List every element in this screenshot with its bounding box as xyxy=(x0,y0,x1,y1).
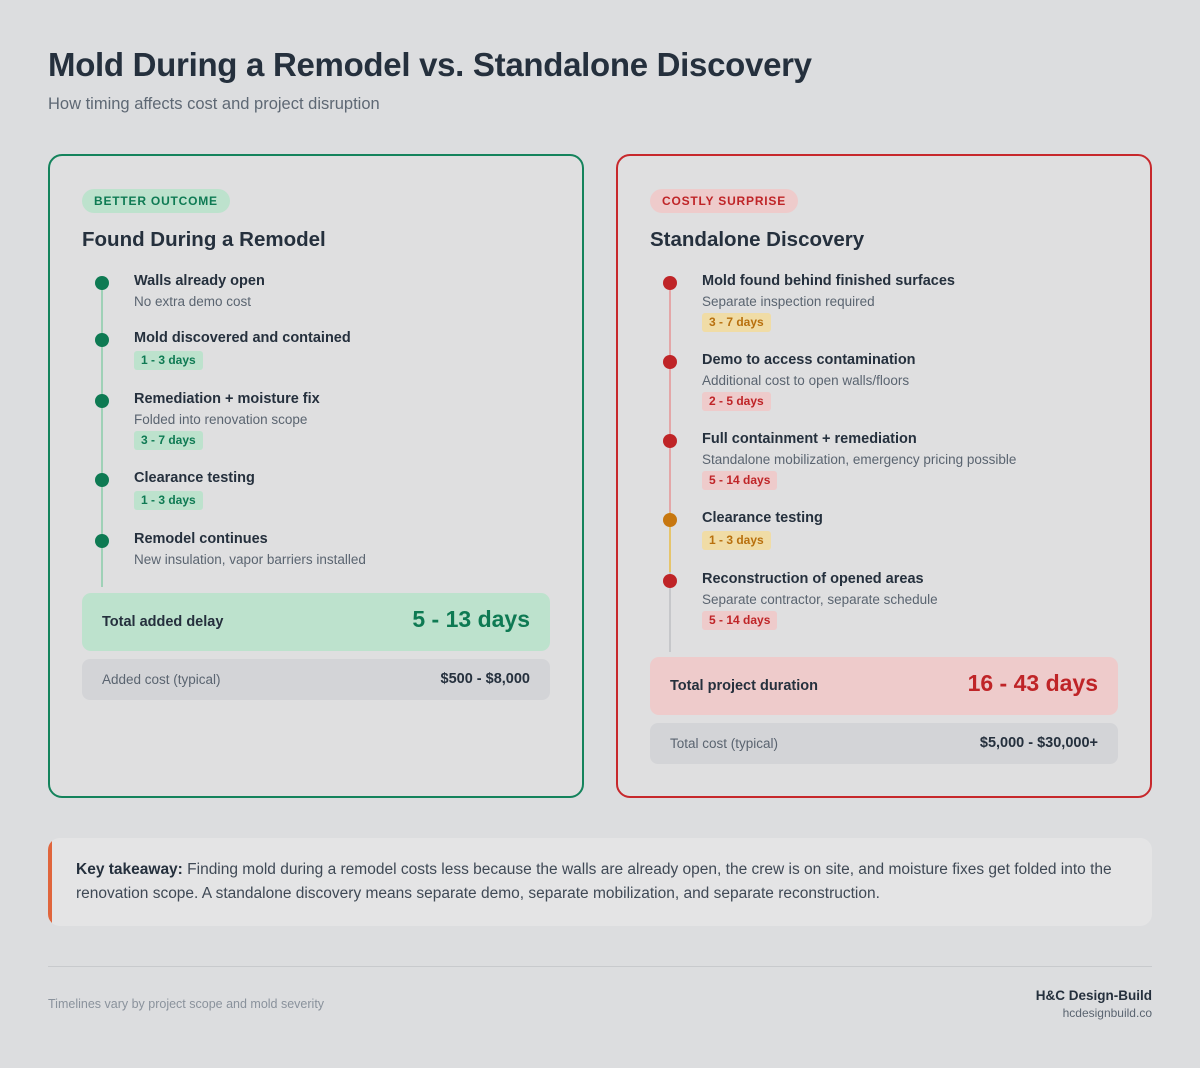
footer-note: Timelines vary by project scope and mold… xyxy=(48,997,325,1011)
standalone-card-title: Standalone Discovery xyxy=(650,228,865,251)
step-dot-icon xyxy=(663,434,677,448)
step-description: No extra demo cost xyxy=(134,294,252,309)
standalone-card: COSTLY SURPRISE Standalone Discovery Mol… xyxy=(616,154,1152,798)
step-description: New insulation, vapor barriers installed xyxy=(134,552,366,567)
step-dot-icon xyxy=(663,513,677,527)
step-dot-icon xyxy=(95,473,109,487)
total-duration-value: 16 - 43 days xyxy=(967,670,1098,696)
duration-pill: 1 - 3 days xyxy=(702,531,771,550)
step-title: Mold discovered and contained xyxy=(134,330,351,346)
duration-pill: 5 - 14 days xyxy=(702,471,778,490)
step-title: Clearance testing xyxy=(134,470,255,486)
duration-pill: 3 - 7 days xyxy=(702,313,771,332)
costly-surprise-badge: COSTLY SURPRISE xyxy=(650,189,799,213)
remodel-card: BETTER OUTCOME Found During a Remodel Wa… xyxy=(48,154,584,798)
total-delay-value: 5 - 13 days xyxy=(412,606,530,632)
step-dot-icon xyxy=(663,355,677,369)
brand-url: hcdesignbuild.co xyxy=(1062,1006,1152,1020)
takeaway-text: Key takeaway: Finding mold during a remo… xyxy=(76,858,1128,906)
timeline-line xyxy=(101,282,103,587)
remodel-card-title: Found During a Remodel xyxy=(82,228,326,251)
step-dot-icon xyxy=(663,276,677,290)
timeline-line xyxy=(669,512,671,572)
step-description: Separate contractor, separate schedule xyxy=(702,592,938,607)
total-delay-label: Total added delay xyxy=(102,614,224,630)
duration-pill: 5 - 14 days xyxy=(702,611,778,630)
step-title: Mold found behind finished surfaces xyxy=(702,273,955,289)
step-description: Standalone mobilization, emergency prici… xyxy=(702,452,1017,467)
step-title: Clearance testing xyxy=(702,510,823,526)
duration-pill: 2 - 5 days xyxy=(702,392,771,411)
step-title: Demo to access contamination xyxy=(702,352,916,368)
step-dot-icon xyxy=(95,333,109,347)
step-title: Remediation + moisture fix xyxy=(134,391,320,407)
step-dot-icon xyxy=(95,394,109,408)
callout-accent-bar xyxy=(48,838,52,926)
timeline-line xyxy=(669,572,671,652)
duration-pill: 1 - 3 days xyxy=(134,491,203,510)
total-duration-box: Total project duration 16 - 43 days xyxy=(650,657,1118,715)
total-duration-label: Total project duration xyxy=(670,678,818,694)
page-title: Mold During a Remodel vs. Standalone Dis… xyxy=(48,46,812,83)
total-cost-box: Total cost (typical) $5,000 - $30,000+ xyxy=(650,723,1118,764)
total-cost-value: $5,000 - $30,000+ xyxy=(979,735,1098,751)
added-cost-label: Added cost (typical) xyxy=(102,672,221,687)
brand-name: H&C Design-Build xyxy=(1035,988,1152,1003)
takeaway-body: Finding mold during a remodel costs less… xyxy=(76,861,1112,902)
better-outcome-badge: BETTER OUTCOME xyxy=(82,189,230,213)
timeline-line xyxy=(669,282,671,512)
takeaway-label: Key takeaway: xyxy=(76,861,183,878)
added-cost-value: $500 - $8,000 xyxy=(440,671,531,687)
step-dot-icon xyxy=(95,276,109,290)
step-dot-icon xyxy=(95,534,109,548)
duration-pill: 3 - 7 days xyxy=(134,431,203,450)
step-description: Folded into renovation scope xyxy=(134,412,308,427)
key-takeaway-callout: Key takeaway: Finding mold during a remo… xyxy=(48,838,1152,926)
step-title: Reconstruction of opened areas xyxy=(702,571,924,587)
step-dot-icon xyxy=(663,574,677,588)
step-description: Additional cost to open walls/floors xyxy=(702,373,910,388)
step-title: Full containment + remediation xyxy=(702,431,917,447)
step-title: Walls already open xyxy=(134,273,265,289)
page-subtitle: How timing affects cost and project disr… xyxy=(48,95,380,113)
footer-divider xyxy=(48,966,1152,967)
step-title: Remodel continues xyxy=(134,531,268,547)
added-cost-box: Added cost (typical) $500 - $8,000 xyxy=(82,659,550,700)
step-description: Separate inspection required xyxy=(702,294,875,309)
duration-pill: 1 - 3 days xyxy=(134,351,203,370)
total-delay-box: Total added delay 5 - 13 days xyxy=(82,593,550,651)
total-cost-label: Total cost (typical) xyxy=(670,736,779,751)
footer-brand: H&C Design-Build hcdesignbuild.co xyxy=(1036,988,1152,1020)
